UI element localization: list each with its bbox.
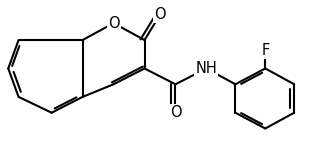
Text: F: F xyxy=(261,43,269,58)
Text: O: O xyxy=(108,16,119,31)
Text: O: O xyxy=(170,105,181,120)
Text: NH: NH xyxy=(196,61,217,76)
Text: O: O xyxy=(154,7,166,22)
